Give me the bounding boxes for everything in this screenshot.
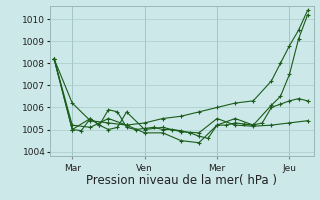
X-axis label: Pression niveau de la mer( hPa ): Pression niveau de la mer( hPa ) [86,174,277,187]
